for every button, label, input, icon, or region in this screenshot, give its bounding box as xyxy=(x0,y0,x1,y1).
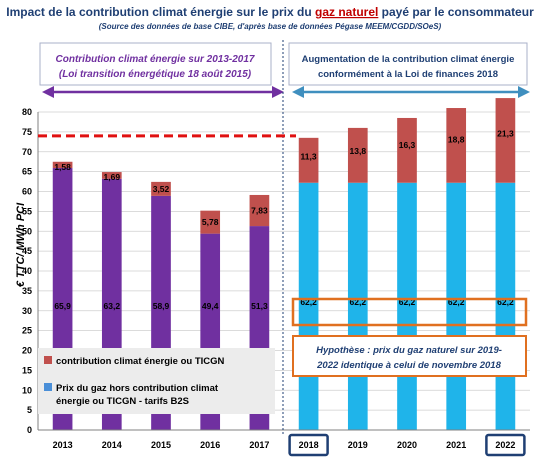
x-tick-label-2013: 2013 xyxy=(53,440,73,450)
data-label-cce-2019: 13,8 xyxy=(350,146,367,156)
hypothesis-line-2: 2022 identique à celui de novembre 2018 xyxy=(316,360,501,371)
bar-cce-2022 xyxy=(495,98,516,183)
data-label-base-price-2021: 62,2 xyxy=(448,297,465,307)
legend-label-cce: contribution climat énergie ou TICGN xyxy=(56,356,225,367)
y-tick-label-50: 50 xyxy=(22,226,32,236)
y-tick-label-55: 55 xyxy=(22,206,32,216)
y-tick-label-70: 70 xyxy=(22,147,32,157)
legend-swatch-cce xyxy=(44,356,52,364)
y-tick-label-65: 65 xyxy=(22,167,32,177)
x-tick-label-2018: 2018 xyxy=(299,440,319,450)
data-label-base-price-2013: 65,9 xyxy=(54,301,71,311)
period-1-annotation-box xyxy=(39,42,272,86)
y-tick-label-75: 75 xyxy=(22,127,32,137)
chart-title: Impact de la contribution climat énergie… xyxy=(6,5,534,19)
x-tick-label-2015: 2015 xyxy=(151,440,171,450)
period-2-annotation-line-2: conformément à la Loi de finances 2018 xyxy=(318,69,498,80)
legend-label-base-price-line-1: Prix du gaz hors contribution climat xyxy=(56,383,219,394)
y-tick-label-45: 45 xyxy=(22,246,32,256)
data-label-base-price-2019: 62,2 xyxy=(350,297,367,307)
legend-label-base-price: Prix du gaz hors contribution climat éner… xyxy=(56,383,219,407)
data-label-base-price-2020: 62,2 xyxy=(399,297,416,307)
data-label-cce-2017: 7,83 xyxy=(251,206,268,216)
hypothesis-line-1: Hypothèse : prix du gaz naturel sur 2019… xyxy=(316,345,502,356)
data-label-cce-2016: 5,78 xyxy=(202,217,219,227)
y-tick-label-60: 60 xyxy=(22,187,32,197)
chart-subtitle: (Source des données de base CIBE, d'aprè… xyxy=(99,22,442,31)
data-label-cce-2015: 3,52 xyxy=(153,184,170,194)
y-tick-label-15: 15 xyxy=(22,365,32,375)
data-label-cce-2013: 1,58 xyxy=(54,162,71,172)
data-label-base-price-2015: 58,9 xyxy=(153,301,170,311)
period-2-annotation-box xyxy=(288,42,528,86)
highlighted-year-boxes xyxy=(288,433,526,457)
y-tick-label-10: 10 xyxy=(22,385,32,395)
x-tick-label-2021: 2021 xyxy=(446,440,466,450)
x-tick-label-2014: 2014 xyxy=(102,440,122,450)
y-tick-label-0: 0 xyxy=(27,425,32,435)
bar-data-labels: 65,9 1,58 63,2 1,69 58,9 3,52 49,4 5,78 51,3 7,83… xyxy=(54,129,514,311)
y-axis-tick-labels: 0 5 10 15 20 25 30 35 40 45 50 55 60 65 70 75 80 xyxy=(22,107,32,435)
legend: contribution climat énergie ou TICGN Pri… xyxy=(38,348,275,414)
x-tick-label-2017: 2017 xyxy=(249,440,269,450)
data-label-base-price-2022: 62,2 xyxy=(497,297,514,307)
data-label-cce-2014: 1,69 xyxy=(104,172,121,182)
bar-cce-2018 xyxy=(298,137,319,183)
y-tick-label-35: 35 xyxy=(22,286,32,296)
chart-title-part-2: gaz naturel xyxy=(315,5,378,19)
chart-title-part-1: Impact de la contribution climat énergie… xyxy=(6,5,315,19)
chart-title-part-3: payé par le consommateur xyxy=(378,5,534,19)
bar-cce-2020 xyxy=(397,117,417,183)
year-box-2022 xyxy=(485,433,526,457)
x-axis-tick-labels: 2013 2014 2015 2016 2017 2018 2019 2020 2021 2022 xyxy=(53,440,516,450)
legend-label-base-price-line-2: énergie ou TICGN - tarifs B2S xyxy=(56,396,189,407)
period-1-annotation-line-2: (Loi transition énergétique 18 août 2015… xyxy=(59,69,252,80)
year-box-2018 xyxy=(288,433,329,457)
bar-cce-2014 xyxy=(101,172,122,179)
legend-background xyxy=(38,348,275,414)
period-1-annotation-line-1: Contribution climat énergie sur 2013-201… xyxy=(56,54,255,65)
y-tick-label-5: 5 xyxy=(27,405,32,415)
data-label-base-price-2016: 49,4 xyxy=(202,301,219,311)
constant-price-highlight-box xyxy=(291,297,528,327)
bar-cce-2017 xyxy=(249,194,270,227)
y-tick-label-20: 20 xyxy=(22,346,32,356)
data-label-cce-2021: 18,8 xyxy=(448,134,465,144)
data-label-base-price-2018: 62,2 xyxy=(300,297,317,307)
data-label-cce-2020: 16,3 xyxy=(399,140,416,150)
x-tick-label-2022: 2022 xyxy=(495,440,515,450)
legend-swatch-base-price xyxy=(44,383,52,391)
x-tick-label-2020: 2020 xyxy=(397,440,417,450)
y-tick-label-25: 25 xyxy=(22,326,32,336)
data-label-base-price-2017: 51,3 xyxy=(251,301,268,311)
y-axis-label: € TTC/ MWh PCI xyxy=(15,202,27,287)
period-2-annotation-line-1: Augmentation de la contribution climat é… xyxy=(302,54,515,65)
bar-cce-2015 xyxy=(151,181,171,196)
bar-cce-2019 xyxy=(347,127,368,183)
x-tick-label-2016: 2016 xyxy=(200,440,220,450)
period-1-arrow xyxy=(42,86,284,98)
bar-cce-2013 xyxy=(52,161,73,169)
period-2-arrow xyxy=(292,86,530,98)
data-label-cce-2018: 11,3 xyxy=(301,152,317,162)
y-tick-label-40: 40 xyxy=(22,266,32,276)
y-tick-label-80: 80 xyxy=(22,107,32,117)
bar-cce-2021 xyxy=(446,108,467,183)
hypothesis-box xyxy=(292,335,527,377)
y-tick-label-30: 30 xyxy=(22,306,32,316)
bar-cce-2016 xyxy=(200,210,221,234)
data-label-base-price-2014: 63,2 xyxy=(104,301,121,311)
data-label-cce-2022: 21,3 xyxy=(497,129,514,139)
x-tick-label-2019: 2019 xyxy=(348,440,368,450)
